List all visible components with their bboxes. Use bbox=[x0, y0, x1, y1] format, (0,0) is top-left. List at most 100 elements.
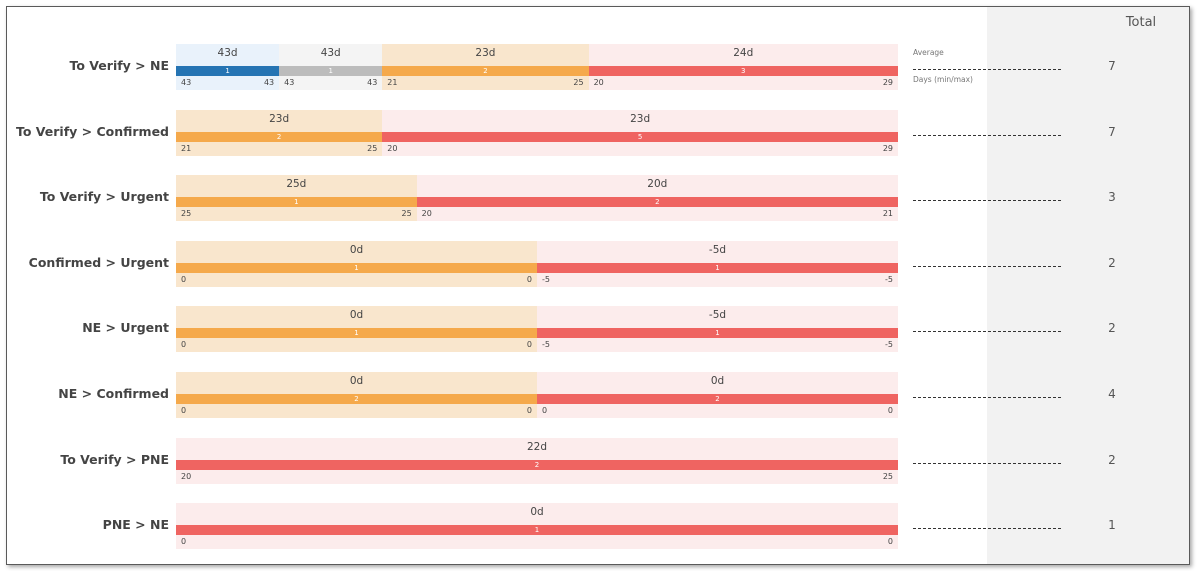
segment-max-label: 25 bbox=[573, 78, 584, 87]
segment-average-label: 0d bbox=[710, 375, 725, 387]
segment-average-label: 0d bbox=[349, 309, 364, 322]
segment-count-label: 2 bbox=[715, 395, 720, 403]
segment-count-label: 1 bbox=[294, 198, 299, 207]
segment-bar bbox=[416, 197, 898, 208]
segment-bar bbox=[176, 131, 383, 142]
row-label: Confirmed > Urgent bbox=[28, 254, 169, 270]
segment-max-label: 0 bbox=[887, 406, 893, 415]
segment-max-label: 0 bbox=[526, 274, 532, 284]
segment-bar bbox=[537, 394, 898, 404]
segment-count-label: 2 bbox=[354, 395, 359, 403]
row-label: To Verify > NE bbox=[69, 58, 170, 73]
segment-bar bbox=[176, 525, 898, 536]
segment-average-label: 0d bbox=[349, 243, 364, 256]
segment-count-label: 1 bbox=[225, 67, 230, 75]
segment-average-label: 20d bbox=[647, 178, 668, 191]
segment-bar bbox=[588, 66, 898, 76]
segment-max-label: -5 bbox=[885, 340, 893, 350]
row-label: NE > Urgent bbox=[82, 320, 169, 336]
segment-min-label: 0 bbox=[181, 274, 187, 284]
average-line bbox=[913, 462, 1061, 464]
segment-bar bbox=[176, 459, 898, 470]
segment-average-label: 24d bbox=[733, 47, 754, 59]
segment-average-label: 0d bbox=[349, 375, 364, 387]
segment-min-label: -5 bbox=[542, 274, 550, 284]
segment-average-label: 22d bbox=[526, 440, 548, 453]
row-label: NE > Confirmed bbox=[58, 386, 169, 401]
legend-range-label: Days (min/max) bbox=[913, 75, 973, 84]
segment-bar bbox=[382, 66, 589, 76]
segment-average-label: -5d bbox=[708, 309, 727, 322]
segment-count-label: 3 bbox=[741, 67, 746, 75]
segment-average-label: 23d bbox=[630, 112, 651, 125]
average-line bbox=[913, 397, 1061, 398]
segment-count-label: 1 bbox=[354, 329, 359, 338]
row-total: 4 bbox=[1108, 387, 1116, 401]
row-total: 7 bbox=[1108, 59, 1116, 73]
segment-max-label: 21 bbox=[882, 209, 893, 219]
segment-count-label: 2 bbox=[534, 460, 540, 469]
segment-min-label: 43 bbox=[284, 78, 295, 87]
average-line bbox=[913, 69, 1061, 70]
segment-max-label: 25 bbox=[882, 471, 893, 481]
row-total: 7 bbox=[1108, 124, 1116, 139]
row-label: To Verify > Confirmed bbox=[15, 123, 169, 139]
segment-count-label: 2 bbox=[276, 132, 282, 141]
segment-bar bbox=[176, 262, 537, 273]
segment-bar bbox=[382, 131, 898, 142]
segment-bar bbox=[176, 197, 417, 208]
segment-average-label: 0d bbox=[530, 506, 544, 519]
row-total: 2 bbox=[1108, 321, 1116, 336]
segment-max-label: 29 bbox=[882, 78, 893, 87]
row-label: To Verify > PNE bbox=[60, 451, 169, 467]
segment-min-label: 21 bbox=[387, 78, 398, 87]
segment-average-label: -5d bbox=[708, 243, 727, 256]
segment-min-label: 21 bbox=[181, 143, 192, 153]
segment-bar bbox=[176, 328, 537, 339]
segment-min-label: 0 bbox=[181, 537, 187, 547]
segment-max-label: 0 bbox=[887, 537, 893, 547]
segment-bar bbox=[279, 66, 383, 76]
segment-bar bbox=[176, 394, 537, 404]
average-line bbox=[913, 331, 1061, 333]
segment-count-label: 1 bbox=[354, 263, 359, 272]
segment-max-label: 43 bbox=[367, 78, 378, 87]
segment-count-label: 2 bbox=[655, 198, 660, 207]
average-line bbox=[913, 134, 1061, 136]
segment-average-label: 43d bbox=[217, 47, 238, 59]
segment-bar bbox=[176, 66, 280, 76]
total-header: Total bbox=[1125, 15, 1157, 30]
segment-min-label: -5 bbox=[542, 340, 550, 350]
segment-average-label: 43d bbox=[320, 47, 341, 59]
segment-count-label: 1 bbox=[715, 263, 720, 272]
average-line bbox=[913, 200, 1061, 202]
segment-max-label: 29 bbox=[882, 143, 893, 153]
row-label: PNE > NE bbox=[102, 517, 169, 533]
segment-min-label: 20 bbox=[593, 78, 604, 87]
segment-count-label: 1 bbox=[328, 67, 333, 75]
segment-bar bbox=[537, 328, 898, 339]
segment-max-label: 25 bbox=[367, 143, 378, 153]
segment-min-label: 0 bbox=[542, 406, 548, 415]
segment-min-label: 43 bbox=[181, 78, 192, 87]
row-total: 3 bbox=[1108, 190, 1116, 205]
legend-average-label: Average bbox=[913, 48, 944, 57]
average-line bbox=[913, 528, 1061, 530]
segment-min-label: 0 bbox=[181, 340, 187, 350]
row-total: 1 bbox=[1108, 518, 1116, 533]
segment-max-label: 25 bbox=[401, 209, 412, 219]
segment-min-label: 20 bbox=[387, 143, 398, 153]
row-total: 2 bbox=[1108, 452, 1116, 467]
segment-min-label: 0 bbox=[181, 406, 187, 415]
row-total: 2 bbox=[1108, 255, 1116, 270]
segment-max-label: 43 bbox=[263, 78, 275, 87]
segment-min-label: 25 bbox=[181, 209, 192, 219]
segment-bar bbox=[537, 262, 898, 273]
segment-min-label: 20 bbox=[181, 471, 192, 481]
segment-count-label: 5 bbox=[637, 132, 643, 141]
segment-count-label: 1 bbox=[715, 329, 720, 338]
segment-max-label: 0 bbox=[526, 406, 532, 415]
chart-frame: Total To Verify > NE 43d 1 43 43 43d 1 43 43 23d 2… bbox=[6, 6, 1190, 565]
segment-min-label: 20 bbox=[421, 209, 432, 219]
segment-count-label: 1 bbox=[534, 526, 540, 535]
